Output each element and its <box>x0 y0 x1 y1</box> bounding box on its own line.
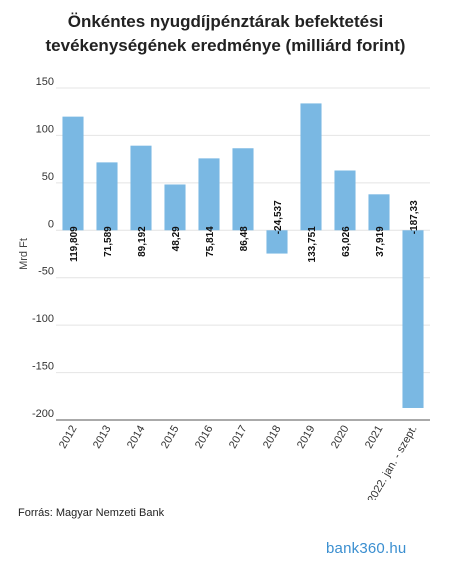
y-tick-label: 50 <box>42 171 54 183</box>
x-tick-label: 2018 <box>261 424 284 451</box>
y-axis-ticks: 150 100 50 0 -50 -100 -150 -200 <box>32 76 54 420</box>
bar-2015 <box>164 184 186 231</box>
y-tick-label: 150 <box>36 76 54 88</box>
data-label: -24,537 <box>273 200 284 234</box>
x-tick-label: 2014 <box>125 424 148 451</box>
bar-2014 <box>130 145 152 231</box>
x-tick-label: 2020 <box>329 424 352 451</box>
data-label: 63,026 <box>341 226 352 257</box>
bars <box>62 103 424 408</box>
brand-logo: bank360.hu <box>326 540 407 557</box>
bar-2021 <box>368 194 390 231</box>
bar-2020 <box>334 170 356 231</box>
data-label: 75,814 <box>205 226 216 257</box>
x-tick-label: 2013 <box>91 424 114 451</box>
bar-2016 <box>198 158 220 231</box>
bar-2017 <box>232 148 254 231</box>
y-tick-label: -100 <box>32 313 54 325</box>
data-label: 71,589 <box>103 226 114 257</box>
data-label: 48,29 <box>171 226 182 251</box>
chart-title: Önkéntes nyugdíjpénztárak befektetési te… <box>45 12 406 55</box>
x-tick-label: 2019 <box>295 424 318 451</box>
x-tick-label: 2017 <box>227 424 250 451</box>
x-axis-ticks: 2012 2013 2014 2015 2016 2017 2018 2019 2020 2021… <box>57 424 420 501</box>
bar-2018 <box>266 230 288 254</box>
x-tick-label: 2021 <box>363 424 386 451</box>
data-label: -187,33 <box>409 200 420 234</box>
data-label: 89,192 <box>137 226 148 257</box>
data-label: 37,919 <box>375 226 386 257</box>
data-label: 133,751 <box>307 226 318 263</box>
bar-chart: 150 100 50 0 -50 -100 -150 -200 119,809 71,589 89… <box>18 76 430 501</box>
source-note: Forrás: Magyar Nemzeti Bank <box>18 507 165 519</box>
y-tick-label: -200 <box>32 408 54 420</box>
y-tick-label: 100 <box>36 123 54 135</box>
grid-lines <box>56 87 430 421</box>
y-axis-label: Mrd Ft <box>18 238 30 270</box>
y-tick-label: 0 <box>48 218 54 230</box>
x-tick-label: 2016 <box>193 424 216 451</box>
bar-2012 <box>62 116 84 231</box>
data-label: 119,809 <box>69 226 80 262</box>
bar-2013 <box>96 162 118 231</box>
y-tick-label: -50 <box>38 266 54 278</box>
x-tick-label: 2012 <box>57 424 80 451</box>
data-label: 86,48 <box>239 226 250 251</box>
x-tick-label: 2015 <box>159 424 182 451</box>
bar-2022-jan-szept- <box>402 230 424 408</box>
bar-2019 <box>300 103 322 231</box>
y-tick-label: -150 <box>32 361 54 373</box>
data-labels: 119,809 71,589 89,192 48,29 75,814 86,48 -24,5… <box>69 200 420 263</box>
